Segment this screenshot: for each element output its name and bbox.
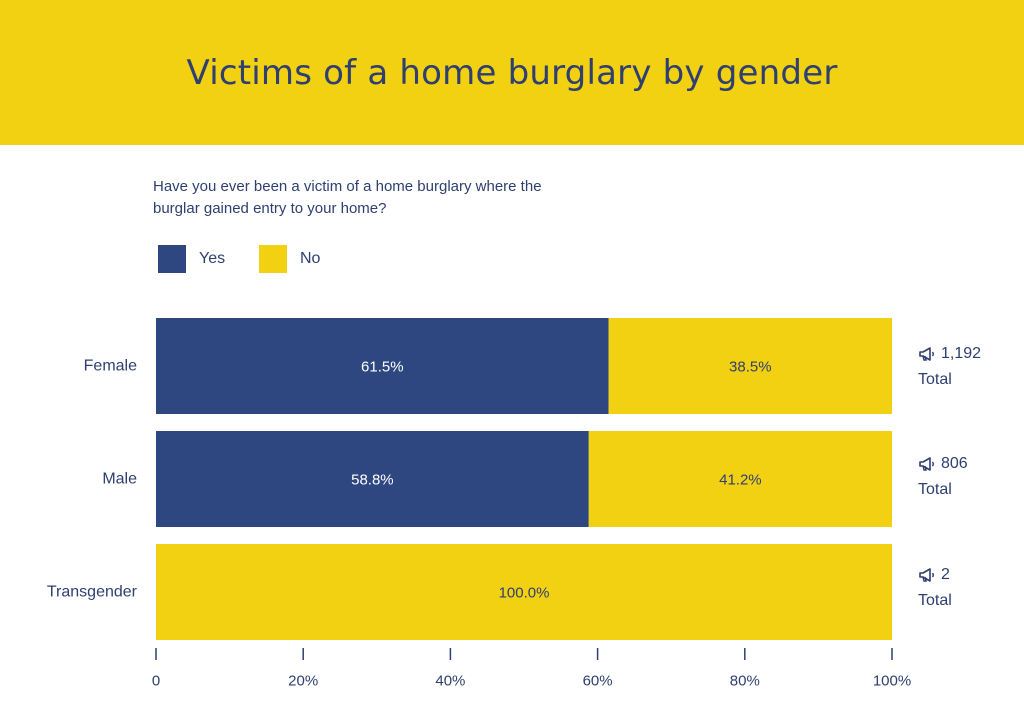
data-label-yes-male: 58.8% bbox=[351, 472, 394, 489]
legend: Yes No bbox=[158, 245, 320, 273]
x-tick-label-0: 0 bbox=[152, 673, 160, 690]
legend-label-no: No bbox=[300, 250, 321, 267]
chart-subtitle: Have you ever been a victim of a home bu… bbox=[153, 178, 542, 217]
bar-no-female bbox=[608, 318, 892, 414]
chart-title: Victims of a home burglary by gender bbox=[186, 52, 838, 93]
legend-swatch-yes bbox=[158, 245, 186, 273]
total-transgender: 2 Total bbox=[918, 562, 1018, 614]
total-male-value: 806 bbox=[941, 455, 968, 472]
legend-label-yes: Yes bbox=[199, 250, 226, 267]
data-label-no-female: 38.5% bbox=[729, 359, 772, 376]
total-female: 1,192 Total bbox=[918, 341, 1018, 393]
total-transgender-value: 2 bbox=[941, 566, 950, 583]
megaphone-icon bbox=[919, 347, 934, 361]
legend-item-no: No bbox=[259, 245, 320, 273]
legend-swatch-no bbox=[259, 245, 287, 273]
total-male: 806 Total bbox=[918, 451, 1018, 503]
x-tick-label-80: 80% bbox=[730, 673, 760, 690]
title-banner: Victims of a home burglary by gender bbox=[0, 0, 1024, 145]
x-tick-label-60: 60% bbox=[583, 673, 613, 690]
total-transgender-value-row: 2 bbox=[918, 562, 1018, 588]
data-label-no-transgender: 100.0% bbox=[499, 585, 550, 602]
megaphone-icon bbox=[919, 568, 934, 582]
bar-no-transgender bbox=[156, 544, 892, 640]
data-label-no-male: 41.2% bbox=[719, 472, 762, 489]
bar-yes-female bbox=[156, 318, 609, 414]
category-label-transgender: Transgender bbox=[47, 584, 138, 601]
category-label-female: Female bbox=[84, 358, 137, 375]
data-label-yes-female: 61.5% bbox=[361, 359, 404, 376]
bar-no-male bbox=[588, 431, 892, 527]
megaphone-icon bbox=[919, 457, 934, 471]
category-label-male: Male bbox=[102, 471, 137, 488]
x-tick-label-100: 100% bbox=[873, 673, 911, 690]
total-female-value: 1,192 bbox=[941, 345, 982, 362]
total-transgender-label: Total bbox=[918, 592, 952, 609]
total-female-value-row: 1,192 bbox=[918, 341, 1018, 367]
x-tick-label-20: 20% bbox=[288, 673, 318, 690]
legend-item-yes: Yes bbox=[158, 245, 259, 273]
total-male-value-row: 806 bbox=[918, 451, 1018, 477]
bar-yes-male bbox=[156, 431, 589, 527]
total-female-label: Total bbox=[918, 371, 952, 388]
x-tick-label-40: 40% bbox=[435, 673, 465, 690]
total-male-label: Total bbox=[918, 481, 952, 498]
